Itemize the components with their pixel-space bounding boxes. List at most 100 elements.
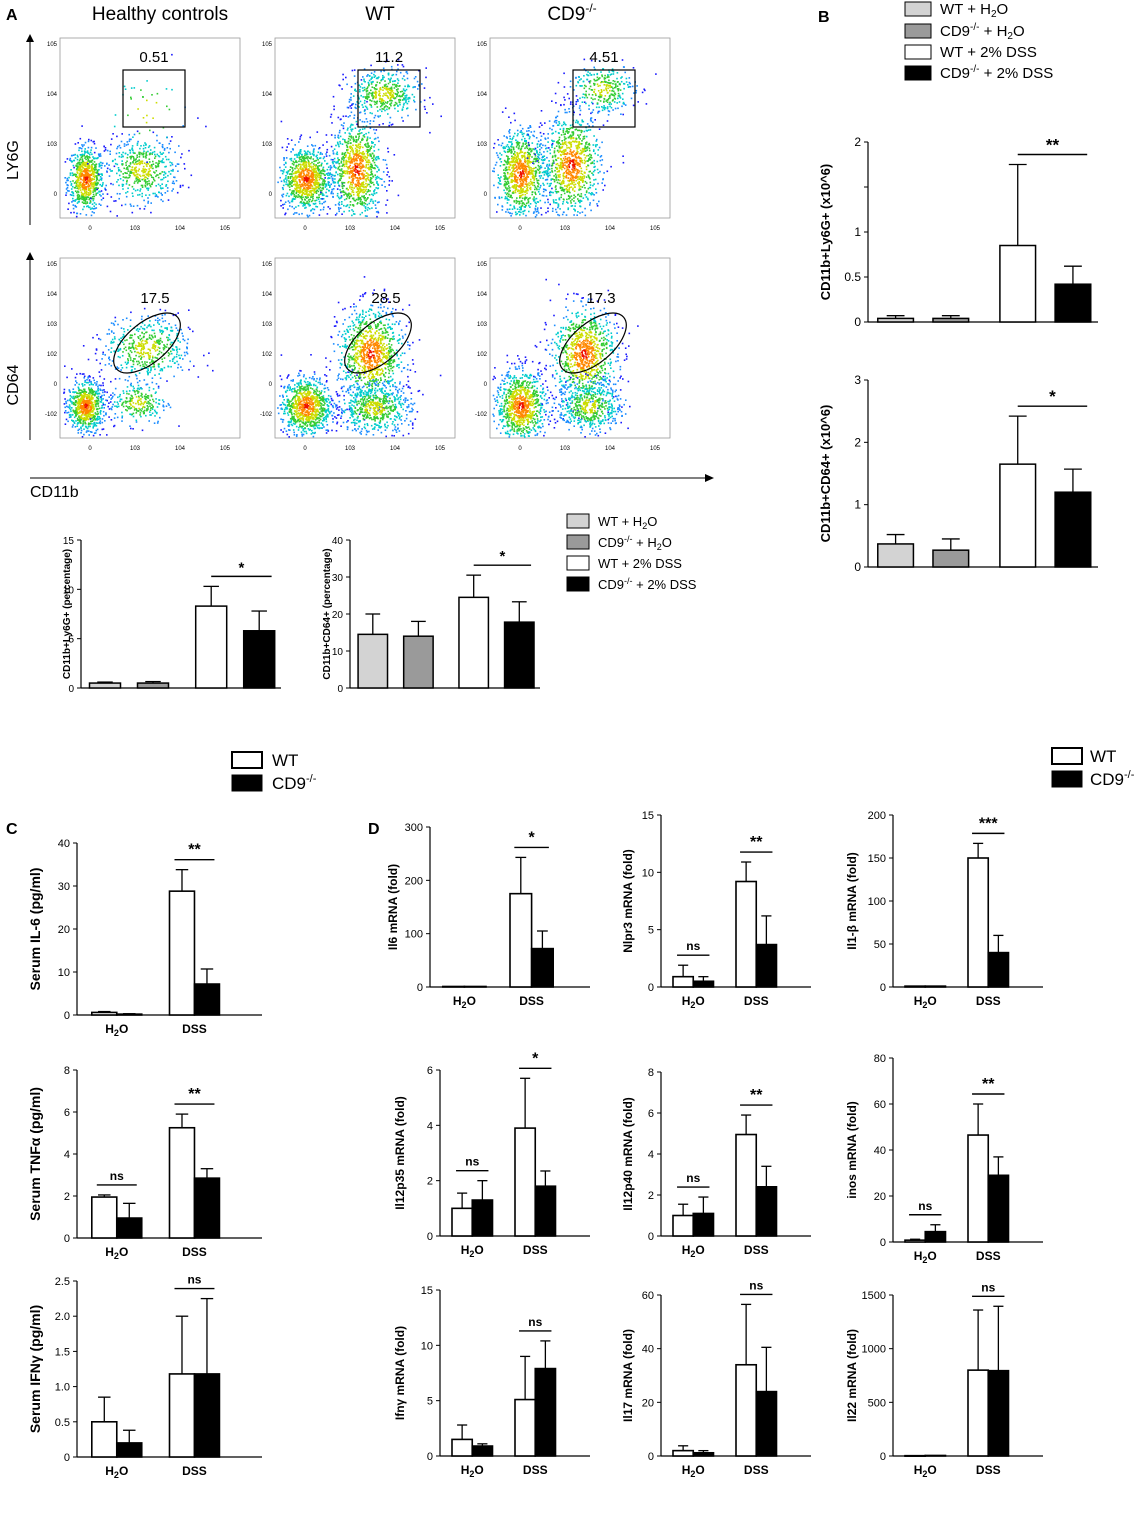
flow-dot — [528, 184, 531, 187]
flow-dot — [130, 155, 132, 158]
flow-dot — [309, 182, 311, 185]
flow-dot — [355, 153, 358, 155]
flow-dot — [505, 181, 508, 184]
flow-dot — [180, 156, 182, 159]
flow-dot — [108, 175, 111, 177]
flow-dot — [593, 159, 595, 162]
flow-dot — [565, 141, 567, 143]
flow-dot — [546, 156, 548, 159]
flow-dot — [142, 155, 145, 158]
flow-dot — [93, 168, 95, 170]
flow-dot — [377, 110, 379, 112]
flow-dot — [290, 159, 293, 162]
flow-dot — [375, 165, 378, 167]
flow-dot — [345, 165, 348, 168]
flow-dot — [80, 147, 83, 150]
flow-dot — [362, 185, 364, 188]
flow-dot — [380, 78, 383, 81]
flow-dot — [397, 88, 399, 90]
flow-dot — [528, 167, 531, 169]
flow-dot — [138, 168, 140, 170]
flow-dot — [369, 165, 372, 168]
flow-dot — [527, 141, 530, 144]
flow-dot — [147, 150, 149, 153]
flow-dot — [562, 163, 564, 165]
flow-dot — [556, 167, 559, 169]
flow-dot — [528, 158, 531, 160]
flow-dot — [525, 177, 527, 180]
flow-dot — [520, 175, 523, 178]
flow-dot — [525, 140, 527, 142]
flow-dot — [344, 132, 346, 134]
flow-dot — [329, 116, 332, 118]
flow-dot — [530, 161, 533, 163]
flow-dot — [84, 191, 86, 194]
flow-dot — [284, 178, 287, 180]
flow-dot — [388, 175, 391, 178]
flow-dot — [174, 151, 176, 154]
flow-dot — [336, 153, 339, 156]
flow-dot — [351, 197, 354, 200]
flow-dot — [386, 106, 389, 108]
flow-dot — [504, 176, 507, 178]
flow-dot — [503, 175, 505, 177]
flow-dot — [80, 170, 83, 172]
flow-dot — [361, 152, 364, 155]
flow-dot — [128, 176, 131, 179]
flow-dot — [126, 156, 129, 159]
flow-dot — [415, 108, 417, 111]
flow-dot — [142, 165, 145, 168]
flow-dot — [365, 199, 367, 202]
flow-dot — [530, 169, 532, 171]
flow-dot — [368, 75, 371, 77]
flow-dot — [576, 169, 578, 171]
flow-dot — [306, 173, 308, 176]
flow-dot — [378, 140, 380, 143]
flow-dot — [141, 170, 143, 172]
flow-dot — [349, 152, 351, 155]
flow-dot — [337, 116, 340, 119]
flow-dot — [332, 153, 335, 155]
flow-dot — [309, 136, 311, 139]
flow-dot — [158, 160, 160, 162]
flow-dot — [352, 159, 355, 161]
flow-dot — [519, 180, 522, 183]
flow-dot — [361, 172, 364, 174]
flow-dot — [585, 176, 588, 178]
flow-dot — [574, 140, 577, 142]
flow-dot — [328, 177, 331, 179]
flow-dot — [346, 170, 348, 172]
flow-dot — [355, 141, 358, 143]
flow-dot — [357, 96, 360, 99]
flow-dot — [570, 195, 573, 197]
flow-dot — [306, 191, 308, 193]
flow-dot — [326, 163, 328, 165]
flow-dot — [389, 116, 392, 119]
flow-dot — [509, 135, 511, 138]
flow-dot — [284, 213, 286, 216]
flow-dot — [375, 102, 378, 105]
flow-dot — [353, 117, 355, 119]
flow-dot — [513, 207, 516, 210]
flow-dot — [534, 191, 536, 194]
flow-y-tick-label: 104 — [47, 92, 58, 98]
flow-dot — [530, 183, 532, 185]
flow-dot — [97, 157, 99, 159]
flow-dot — [76, 154, 79, 157]
flow-dot — [425, 76, 427, 79]
flow-dot — [85, 192, 87, 194]
flow-dot — [80, 178, 82, 181]
flow-dot — [304, 204, 306, 207]
flow-dot — [371, 193, 373, 196]
flow-dot — [305, 176, 307, 179]
flow-dot — [551, 132, 553, 135]
flow-dot — [71, 201, 73, 203]
flow-dot — [352, 210, 355, 213]
flow-dot — [559, 187, 562, 189]
flow-dot — [292, 149, 294, 151]
flow-dot — [351, 191, 353, 193]
flow-dot — [365, 143, 367, 145]
flow-dot — [600, 155, 603, 157]
flow-dot — [295, 165, 297, 168]
flow-dot — [144, 142, 146, 144]
